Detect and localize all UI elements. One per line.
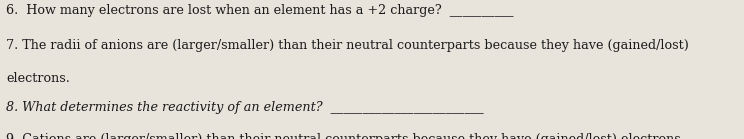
- Text: 9. Cations are (larger/smaller) than their neutral counterparts because they hav: 9. Cations are (larger/smaller) than the…: [6, 133, 684, 139]
- Text: 6.  How many electrons are lost when an element has a +2 charge?  __________: 6. How many electrons are lost when an e…: [6, 4, 513, 17]
- Text: electrons.: electrons.: [6, 72, 70, 85]
- Text: 7. The radii of anions are (larger/smaller) than their neutral counterparts beca: 7. The radii of anions are (larger/small…: [6, 39, 689, 52]
- Text: 8. What determines the reactivity of an element?  ________________________: 8. What determines the reactivity of an …: [6, 101, 484, 115]
